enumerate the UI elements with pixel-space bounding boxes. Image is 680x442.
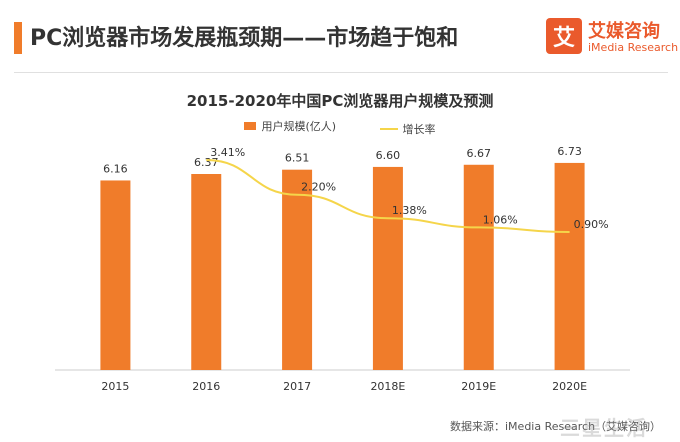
header: PC浏览器市场发展瓶颈期——市场趋于饱和 艾 艾媒咨询 iMedia Resea… bbox=[0, 0, 680, 78]
bar-value-label-2018E: 6.60 bbox=[376, 149, 401, 162]
page-title: PC浏览器市场发展瓶颈期——市场趋于饱和 bbox=[30, 26, 459, 51]
growth-rate-label-2018E: 1.38% bbox=[392, 204, 427, 217]
legend-item-bar: 用户规模(亿人) bbox=[244, 118, 336, 134]
growth-rate-label-2017: 2.20% bbox=[301, 181, 336, 194]
bar-value-label-2019E: 6.67 bbox=[467, 147, 492, 160]
x-tick-label-2016: 2016 bbox=[192, 380, 220, 393]
x-tick-label-2020E: 2020E bbox=[552, 380, 587, 393]
bar-2018E bbox=[372, 166, 403, 370]
source-note: 数据来源：iMedia Research（艾媒咨询） bbox=[450, 420, 662, 433]
legend-label-line: 增长率 bbox=[402, 123, 436, 136]
logo-subtitle: iMedia Research bbox=[588, 41, 679, 54]
growth-rate-label-2020E: 0.90% bbox=[574, 218, 609, 231]
watermark: 三星生活 bbox=[560, 416, 648, 440]
bar-2017 bbox=[282, 169, 313, 370]
bar-2015 bbox=[100, 180, 131, 370]
bar-value-label-2017: 6.51 bbox=[285, 152, 310, 165]
logo-mark-icon: 艾 bbox=[546, 18, 582, 54]
bar-value-label-2015: 6.16 bbox=[103, 162, 128, 175]
imedia-logo: 艾 艾媒咨询 iMedia Research bbox=[546, 14, 678, 66]
legend-item-line: 增长率 bbox=[379, 121, 436, 137]
x-tick-label-2019E: 2019E bbox=[461, 380, 496, 393]
growth-rate-label-2019E: 1.06% bbox=[483, 213, 518, 226]
growth-rate-line bbox=[206, 159, 570, 233]
x-tick-label-2017: 2017 bbox=[283, 380, 311, 393]
bar-2019E bbox=[463, 164, 494, 370]
logo-name: 艾媒咨询 bbox=[588, 21, 660, 42]
bar-2020E bbox=[554, 162, 585, 370]
bar-2016 bbox=[191, 174, 222, 370]
legend-swatch-bar bbox=[244, 122, 257, 130]
x-tick-label-2015: 2015 bbox=[101, 380, 129, 393]
chart-legend: 用户规模(亿人) 增长率 bbox=[0, 118, 680, 137]
growth-rate-label-2016: 3.41% bbox=[210, 146, 245, 159]
title-accent-bar bbox=[14, 22, 22, 54]
x-tick-label-2018E: 2018E bbox=[370, 380, 405, 393]
header-divider bbox=[14, 72, 668, 73]
chart-title: 2015-2020年中国PC浏览器用户规模及预测 bbox=[186, 92, 494, 110]
bar-value-label-2020E: 6.73 bbox=[557, 145, 582, 158]
legend-swatch-line bbox=[379, 128, 398, 130]
legend-label-bar: 用户规模(亿人) bbox=[261, 120, 337, 133]
